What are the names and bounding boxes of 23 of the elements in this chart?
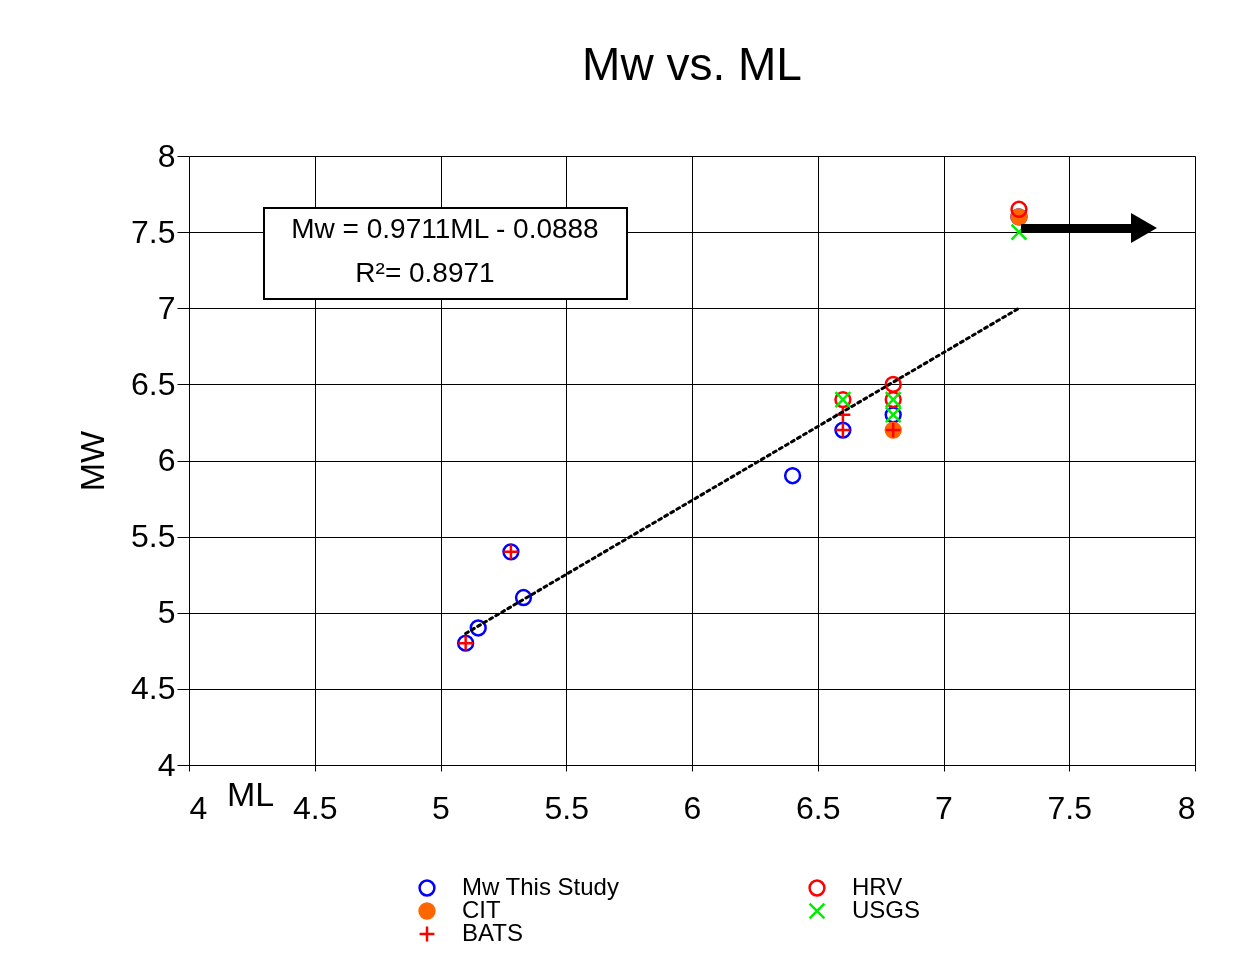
x-axis-title: ML	[226, 774, 275, 813]
y-tick-label: 5	[157, 594, 176, 631]
x-tick-label: 5	[432, 789, 450, 826]
x-tick-label: 5.5	[544, 789, 589, 826]
y-tick-label: 8	[157, 137, 176, 174]
x-tick-label: 7	[935, 789, 953, 826]
y-tick-label: 6.5	[131, 365, 176, 402]
y-tick-label: 7.5	[131, 213, 176, 250]
annotation: Mw = 0.9711ML - 0.0888	[291, 213, 599, 244]
y-tick-label: 5.5	[131, 518, 176, 555]
x-tick-label: 4	[189, 789, 208, 826]
annotation: R²= 0.8971	[355, 257, 495, 288]
y-tick-label: 6	[157, 442, 176, 478]
x-tick-label: 8	[1177, 789, 1196, 826]
y-tick-label: 7	[157, 289, 176, 326]
x-tick-label: 6	[683, 789, 702, 826]
chart-title: Mw vs. ML	[582, 38, 802, 90]
y-axis-title: MW	[73, 430, 112, 492]
y-tick-label: 4	[157, 746, 176, 783]
x-tick-label: 7.5	[1047, 789, 1092, 826]
x-tick-label: 6.5	[796, 789, 841, 826]
x-tick-label: 4.5	[293, 789, 338, 826]
y-tick-label: 4.5	[131, 670, 176, 707]
